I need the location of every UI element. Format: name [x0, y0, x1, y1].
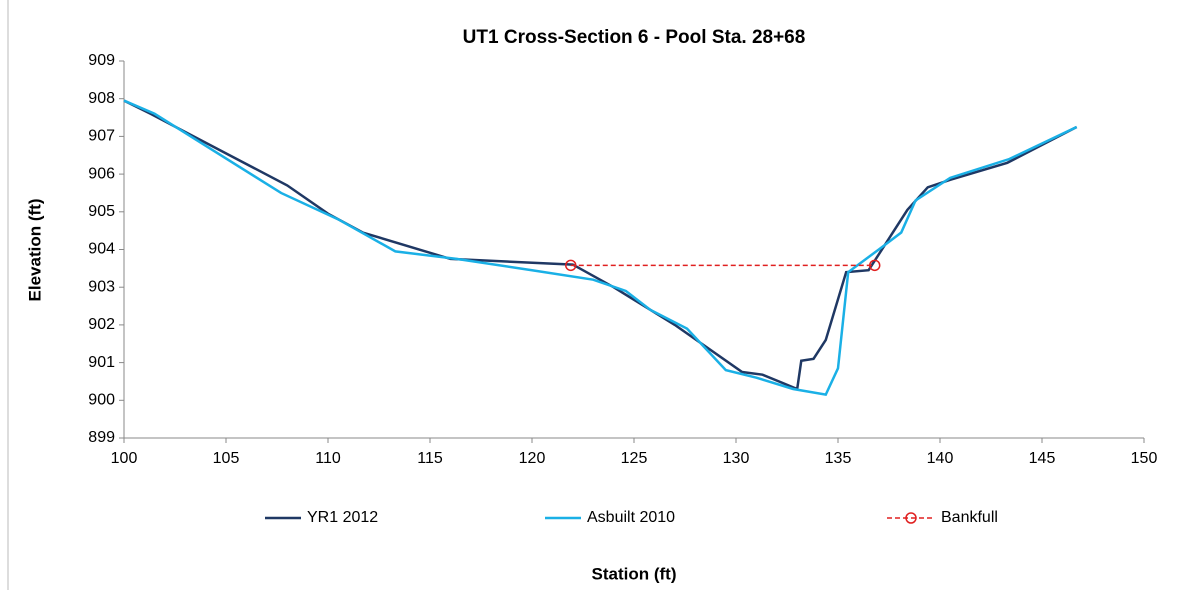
x-tick-label: 140 [927, 450, 954, 467]
legend-label: Bankfull [941, 509, 998, 526]
x-tick-label: 145 [1029, 450, 1056, 467]
y-tick-label: 905 [88, 203, 115, 220]
y-tick-label: 901 [88, 354, 115, 371]
y-tick-label: 899 [88, 429, 115, 446]
y-tick-label: 909 [88, 52, 115, 69]
x-axis-title: Station (ft) [592, 564, 677, 583]
legend-label: YR1 2012 [307, 509, 378, 526]
x-tick-label: 100 [111, 450, 138, 467]
x-tick-label: 130 [723, 450, 750, 467]
y-tick-label: 906 [88, 165, 115, 182]
x-tick-label: 110 [315, 450, 341, 467]
chart-title: UT1 Cross-Section 6 - Pool Sta. 28+68 [463, 27, 806, 48]
y-tick-label: 907 [88, 128, 115, 145]
x-tick-label: 150 [1131, 450, 1158, 467]
y-axis-title: Elevation (ft) [25, 199, 44, 302]
x-tick-label: 120 [519, 450, 546, 467]
x-tick-label: 115 [417, 450, 443, 467]
y-tick-label: 902 [88, 316, 115, 333]
y-tick-label: 908 [88, 90, 115, 107]
series-line [123, 99, 1078, 391]
x-tick-label: 135 [825, 450, 852, 467]
y-tick-label: 900 [88, 392, 115, 409]
series-line [123, 99, 1078, 397]
point-marker [868, 259, 881, 272]
legend-label: Asbuilt 2010 [587, 509, 675, 526]
point-marker [565, 259, 577, 272]
x-tick-label: 105 [213, 450, 240, 467]
x-tick-label: 125 [621, 450, 648, 467]
legend-marker [905, 512, 917, 524]
y-tick-label: 903 [88, 278, 115, 295]
y-tick-label: 904 [88, 241, 115, 258]
